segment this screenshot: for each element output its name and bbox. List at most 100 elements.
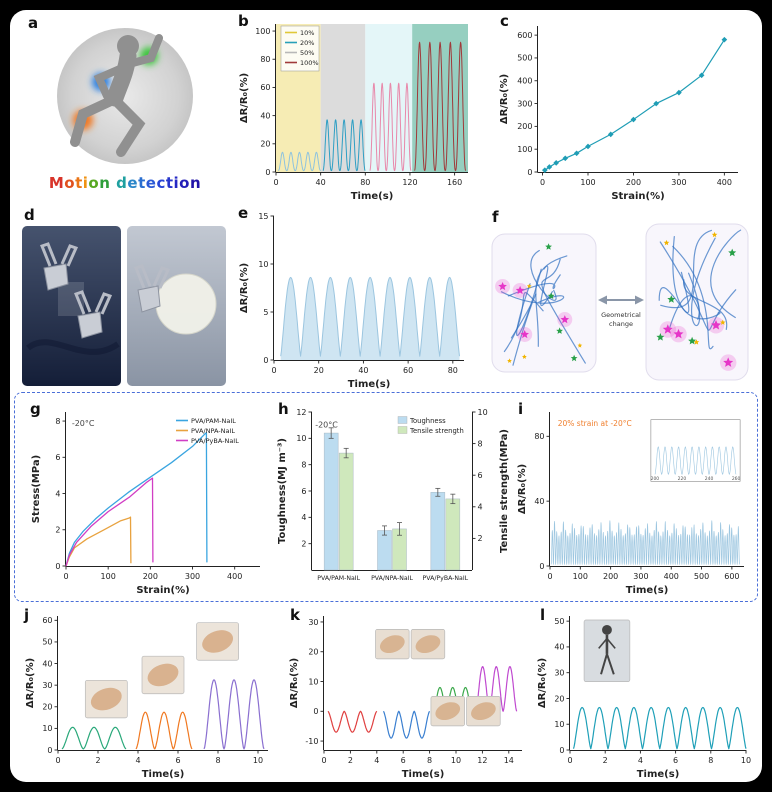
svg-text:PVA/PyBA-NaIL: PVA/PyBA-NaIL [191,437,239,445]
panel-i: i 0 100 200 300 400 500 600 0 40 80 Time(s) ΔR/R₀(%… [514,398,754,598]
svg-text:6: 6 [673,756,678,765]
photo-disc-with-clip [127,226,226,386]
svg-text:Toughness(MJ m⁻³): Toughness(MJ m⁻³) [277,438,288,544]
svg-text:0: 0 [539,562,544,571]
svg-text:14: 14 [504,756,514,765]
svg-text:0: 0 [47,746,52,755]
svg-text:260: 260 [732,476,741,482]
svg-text:ΔR/R₀(%): ΔR/R₀(%) [499,74,510,124]
backdrop-circle [57,28,193,164]
svg-text:PVA/NPA-NaIL: PVA/NPA-NaIL [371,575,413,582]
svg-text:ΔR/R₀(%): ΔR/R₀(%) [289,658,300,708]
svg-text:20: 20 [308,648,318,657]
svg-text:10: 10 [258,260,268,269]
svg-text:0: 0 [321,756,326,765]
panel-label-i: i [518,400,524,418]
panel-f: f Geometrical change [480,202,756,392]
svg-text:20: 20 [314,366,324,375]
svg-text:220: 220 [678,476,687,482]
svg-text:20: 20 [260,140,270,149]
svg-text:8: 8 [708,756,713,765]
svg-text:ΔR/R₀(%): ΔR/R₀(%) [25,658,36,708]
panel-label-d: d [24,206,35,224]
svg-text:ΔR/R₀(%): ΔR/R₀(%) [239,73,250,123]
svg-text:Time(s): Time(s) [142,769,185,780]
svg-text:0: 0 [55,562,60,571]
svg-text:60: 60 [42,616,52,625]
svg-text:6: 6 [175,756,180,765]
panel-label-c: c [500,12,509,30]
svg-text:Tensile strength(MPa): Tensile strength(MPa) [499,429,510,553]
panel-a: a Motion detection [22,14,228,206]
svg-text:20: 20 [42,703,52,712]
chart-elbow-bending: 0 2 4 6 8 10 12 14 -10 0 10 20 30 Time(s) ΔR/R₀(%) [288,610,528,780]
svg-text:10: 10 [253,756,263,765]
svg-text:50: 50 [42,638,52,647]
svg-text:100: 100 [517,145,532,154]
svg-text:400: 400 [664,572,679,581]
panel-label-g: g [30,400,41,418]
svg-text:15: 15 [258,212,268,221]
svg-text:change: change [609,320,633,328]
svg-text:20%: 20% [300,39,314,47]
panel-label-h: h [278,400,289,418]
svg-text:20% strain at -20°C: 20% strain at -20°C [558,419,632,428]
panel-l: l 0 2 4 6 8 10 0 10 20 30 40 50 Time(s) ΔR/R₀(%) [532,604,758,780]
svg-text:Time(s): Time(s) [637,769,680,780]
svg-text:100: 100 [573,572,588,581]
svg-text:Stress(MPa): Stress(MPa) [31,455,42,524]
svg-text:2: 2 [348,756,353,765]
svg-text:10%: 10% [300,29,314,37]
svg-text:40: 40 [534,497,544,506]
svg-text:80: 80 [448,366,458,375]
svg-text:5: 5 [263,308,268,317]
svg-text:100: 100 [255,27,270,36]
svg-text:30: 30 [554,668,564,677]
svg-text:160: 160 [447,178,462,187]
svg-text:0: 0 [271,366,276,375]
svg-text:0: 0 [547,572,552,581]
svg-text:10: 10 [296,434,306,443]
svg-text:12: 12 [477,756,487,765]
panel-h: h 2 4 6 8 10 12 2 4 6 8 10 Toughness(MJ m⁻³) Tensile… [272,398,512,598]
svg-text:Toughness: Toughness [409,417,446,425]
svg-text:40: 40 [42,659,52,668]
svg-text:200: 200 [603,572,618,581]
svg-text:10: 10 [42,724,52,733]
panel-label-k: k [290,606,300,624]
svg-text:400: 400 [717,178,732,187]
panel-d: d [16,204,232,390]
svg-text:PVA/PAM-NaIL: PVA/PAM-NaIL [191,417,236,425]
panel-k: k 0 2 4 6 8 10 12 14 -10 0 10 20 30 Time(s) ΔR/R₀(%) [282,604,530,780]
svg-text:Time(s): Time(s) [351,191,394,202]
svg-text:0: 0 [540,178,545,187]
svg-text:-10: -10 [305,737,318,746]
svg-text:80: 80 [260,55,270,64]
svg-text:6: 6 [301,487,306,496]
svg-text:4: 4 [638,756,643,765]
svg-text:ΔR/R₀(%): ΔR/R₀(%) [517,464,528,514]
svg-text:0: 0 [63,572,68,581]
sensor-photos [22,226,226,386]
panel-c: c 0 100 200 300 400 0 100 200 300 400 500 600 Strain… [486,10,752,204]
motion-detection-caption: Motion detection [48,174,202,192]
svg-text:6: 6 [478,471,483,480]
svg-text:8: 8 [427,756,432,765]
chart-longterm-cycling: 0 100 200 300 400 500 600 0 40 80 Time(s) ΔR/R₀(%) 2… [516,404,752,596]
svg-text:300: 300 [517,99,532,108]
panel-label-e: e [238,204,249,222]
photo-film-with-clips [22,226,121,386]
svg-text:200: 200 [143,572,158,581]
person-silhouette [70,34,163,157]
svg-text:10: 10 [554,720,564,729]
svg-text:600: 600 [724,572,739,581]
svg-text:4: 4 [478,503,483,512]
svg-text:2: 2 [603,756,608,765]
svg-text:0: 0 [559,746,564,755]
svg-text:60: 60 [403,366,413,375]
svg-text:Strain(%): Strain(%) [611,191,664,202]
svg-text:200: 200 [517,122,532,131]
svg-text:8: 8 [301,460,306,469]
svg-text:500: 500 [694,572,709,581]
